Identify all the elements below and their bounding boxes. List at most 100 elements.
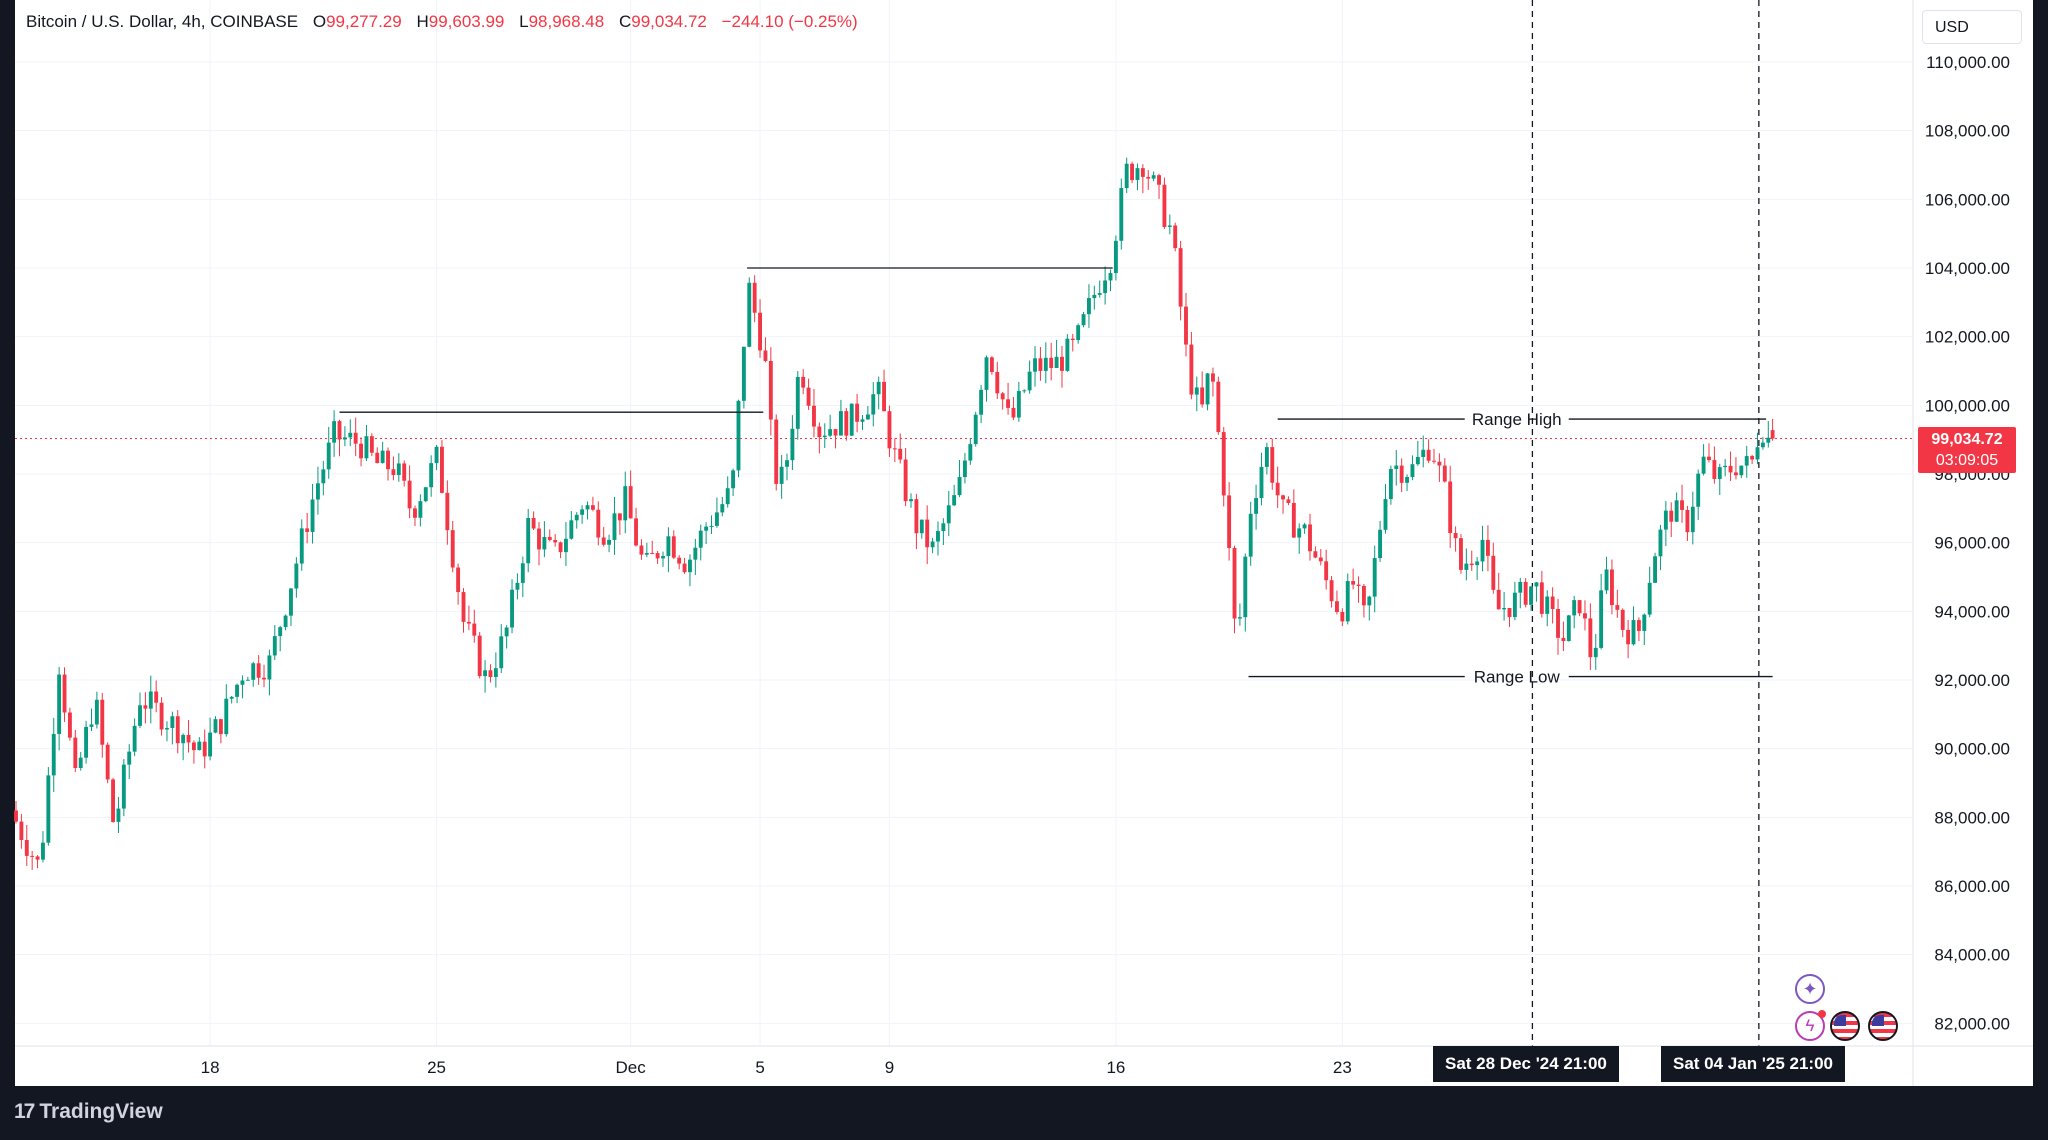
candle-down bbox=[1432, 460, 1436, 462]
price-tick-label: 92,000.00 bbox=[1934, 671, 2010, 690]
candle-down bbox=[1453, 532, 1458, 539]
candle-down bbox=[1680, 500, 1684, 510]
candle-up bbox=[499, 636, 504, 669]
candle-down bbox=[1232, 547, 1237, 619]
candle-down bbox=[1318, 557, 1323, 562]
candle-up bbox=[607, 539, 612, 545]
candle-up bbox=[1119, 188, 1124, 241]
candle-up bbox=[434, 446, 439, 464]
candle-up bbox=[326, 442, 331, 470]
candle-down bbox=[407, 480, 412, 509]
candle-down bbox=[1583, 613, 1587, 619]
candle-down bbox=[1308, 524, 1312, 552]
candle-up bbox=[148, 691, 153, 709]
candle-up bbox=[661, 556, 665, 559]
candle-down bbox=[14, 810, 18, 822]
candle-up bbox=[1054, 356, 1059, 368]
sparkle-icon[interactable]: ✦ bbox=[1795, 974, 1825, 1004]
candle-down bbox=[806, 387, 811, 406]
candle-down bbox=[547, 536, 552, 541]
candle-up bbox=[957, 477, 962, 496]
candle-down bbox=[812, 405, 816, 427]
close-value: 99,034.72 bbox=[631, 12, 707, 31]
candle-up bbox=[962, 460, 967, 478]
candle-down bbox=[1356, 584, 1361, 586]
candle-up bbox=[1566, 615, 1571, 642]
candle-down bbox=[488, 670, 493, 677]
candle-up bbox=[1545, 596, 1550, 614]
candle-down bbox=[472, 623, 477, 636]
candle-down bbox=[1275, 482, 1280, 496]
candle-up bbox=[348, 432, 353, 438]
price-tick-label: 94,000.00 bbox=[1934, 602, 2010, 621]
candle-up bbox=[299, 528, 304, 564]
candle-down bbox=[1227, 495, 1232, 548]
candle-up bbox=[1415, 456, 1420, 465]
candle-up bbox=[1254, 498, 1259, 514]
range-low-label[interactable]: Range Low bbox=[1474, 668, 1561, 687]
candles bbox=[14, 157, 1775, 870]
candle-up bbox=[213, 719, 218, 733]
candle-up bbox=[623, 486, 628, 521]
candle-down bbox=[35, 856, 40, 860]
candle-up bbox=[1124, 163, 1129, 189]
candle-down bbox=[855, 403, 860, 422]
price-tick-label: 84,000.00 bbox=[1934, 946, 2010, 965]
range-high-label[interactable]: Range High bbox=[1472, 410, 1562, 429]
candle-up bbox=[94, 699, 99, 725]
candle-up bbox=[941, 523, 946, 532]
us-flag-icon[interactable] bbox=[1868, 1011, 1898, 1041]
candle-down bbox=[903, 459, 908, 502]
candle-up bbox=[1022, 390, 1027, 392]
candle-down bbox=[1060, 356, 1064, 371]
candle-up bbox=[1534, 582, 1539, 587]
candle-up bbox=[520, 563, 525, 583]
candle-up bbox=[790, 428, 795, 461]
candle-down bbox=[882, 381, 886, 412]
candle-down bbox=[1734, 472, 1738, 476]
candle-up bbox=[170, 716, 175, 728]
candle-up bbox=[1264, 447, 1269, 467]
candle-down bbox=[337, 421, 342, 440]
drawings[interactable]: Range High Range Low bbox=[339, 267, 1773, 687]
symbol-title[interactable]: Bitcoin / U.S. Dollar, 4h, COINBASE bbox=[26, 12, 299, 31]
candle-up bbox=[321, 469, 326, 484]
candle-down bbox=[256, 663, 261, 678]
candle-down bbox=[1577, 600, 1582, 614]
candle-up bbox=[1237, 617, 1242, 619]
currency-selector[interactable]: USD bbox=[1922, 10, 2022, 44]
price-axis[interactable]: 82,000.00 84,000.00 86,000.00 88,000.00 90,0… bbox=[1912, 0, 2010, 1086]
candle-up bbox=[493, 668, 498, 677]
candle-down bbox=[175, 716, 180, 744]
candle-up bbox=[1081, 314, 1086, 326]
candle-up bbox=[121, 764, 126, 809]
candle-down bbox=[1437, 461, 1442, 466]
us-flag-icon[interactable] bbox=[1830, 1011, 1860, 1041]
candle-down bbox=[898, 448, 903, 460]
candle-down bbox=[1712, 460, 1717, 479]
lightning-icon[interactable]: ϟ bbox=[1795, 1011, 1825, 1041]
candle-up bbox=[1755, 447, 1760, 460]
candle-down bbox=[1140, 168, 1145, 177]
candle-up bbox=[504, 627, 509, 637]
tradingview-logo[interactable]: 17 TradingView bbox=[14, 1100, 163, 1124]
candle-down bbox=[1523, 581, 1528, 605]
candle-up bbox=[736, 400, 741, 471]
candle-up bbox=[709, 525, 714, 527]
candle-down bbox=[774, 419, 779, 484]
candle-up bbox=[1529, 586, 1533, 605]
candle-down bbox=[763, 350, 768, 361]
candle-down bbox=[391, 469, 396, 476]
low-value: 98,968.48 bbox=[528, 12, 605, 31]
candle-up bbox=[946, 505, 951, 524]
candle-down bbox=[1329, 580, 1334, 602]
candle-down bbox=[677, 557, 682, 564]
candle-up bbox=[208, 732, 213, 757]
candle-down bbox=[154, 691, 159, 703]
candle-up bbox=[41, 842, 45, 860]
candle-down bbox=[1049, 357, 1054, 368]
candle-down bbox=[1507, 607, 1512, 618]
candle-up bbox=[612, 513, 617, 540]
candle-up bbox=[364, 436, 369, 459]
